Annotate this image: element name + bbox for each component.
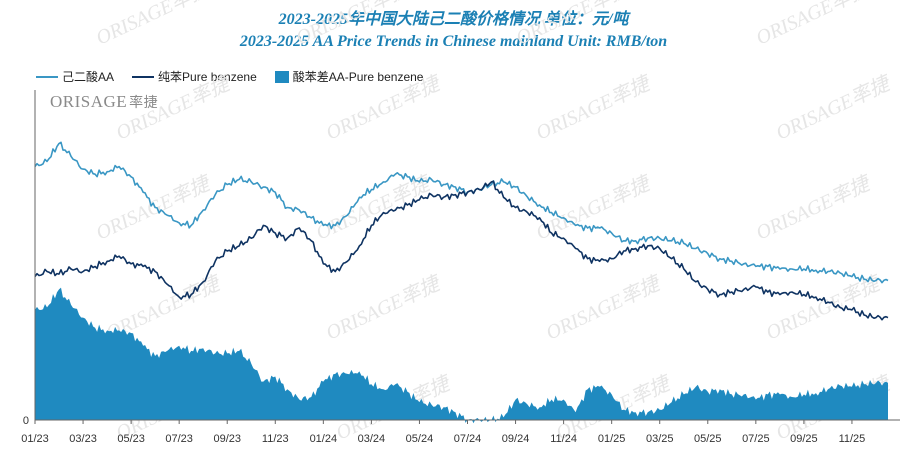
legend-item-benzene: 纯苯Pure benzene [132,68,257,85]
legend-label-benzene: 纯苯Pure benzene [158,70,257,84]
x-tick-label-0: 01/23 [21,433,49,445]
watermark-5: ORISAGE率捷 [323,72,446,145]
x-tick-label-7: 03/24 [358,433,386,445]
legend-item-aa: 己二酸AA [36,68,114,85]
legend-swatch-benzene [132,75,155,78]
legend-label-aa: 己二酸AA [62,70,115,84]
watermark-2: ORISAGE率捷 [513,0,636,50]
brand-logo: ORISAGE 率捷 [50,92,158,112]
watermark-0: ORISAGE率捷 [93,0,216,50]
series-line-aa [34,141,889,284]
watermark-7: ORISAGE率捷 [773,72,896,145]
watermark-8: ORISAGE率捷 [93,172,216,245]
x-tick-label-6: 01/24 [310,433,338,445]
x-tick-label-8: 05/24 [406,433,434,445]
series-area-spread [35,287,888,424]
logo-cn: 率捷 [129,95,159,111]
x-tick-label-5: 11/23 [262,433,289,445]
logo-text: ORISAGE [50,92,128,111]
watermark-3: ORISAGE率捷 [753,0,876,50]
x-tick-label-2: 05/23 [117,433,145,445]
x-tick-label-12: 01/25 [598,433,626,445]
x-tick-label-11: 11/24 [550,433,577,445]
legend-label-spread: 酸苯差AA-Pure benzene [292,70,424,84]
watermark-13: ORISAGE率捷 [323,272,446,345]
x-tick-label-1: 03/23 [69,433,97,445]
chart-title-cn: 2023-2025年中国大陆己二酸价格情况 单位：元/吨 [278,11,629,28]
x-tick-label-10: 09/24 [502,433,530,445]
y-tick-label-0: 0 [23,415,29,427]
legend-swatch-spread [274,70,289,83]
watermark-6: ORISAGE率捷 [533,72,656,145]
x-tick-label-16: 09/25 [790,433,818,445]
x-tick-label-14: 05/25 [694,433,722,445]
x-tick-label-13: 03/25 [646,433,674,445]
watermark-4: ORISAGE率捷 [113,72,236,145]
x-tick-label-9: 07/24 [454,433,482,445]
x-tick-label-15: 07/25 [742,433,770,445]
watermark-14: ORISAGE率捷 [543,272,666,345]
legend: 己二酸AA 纯苯Pure benzene 酸苯差AA-Pure benzene [36,68,441,85]
watermark-11: ORISAGE率捷 [753,172,876,245]
x-tick-label-4: 09/23 [213,433,241,445]
chart-title-en: 2023-2025 AA Price Trends in Chinese mai… [239,33,668,50]
x-tick-label-17: 11/25 [839,433,866,445]
legend-swatch-aa [36,75,58,78]
watermark-15: ORISAGE率捷 [763,272,886,345]
x-tick-label-3: 07/23 [165,433,193,445]
watermark-1: ORISAGE率捷 [293,0,416,50]
series-line-benzene [34,180,889,321]
watermark-9: ORISAGE率捷 [313,172,436,245]
legend-item-spread: 酸苯差AA-Pure benzene [274,68,424,85]
